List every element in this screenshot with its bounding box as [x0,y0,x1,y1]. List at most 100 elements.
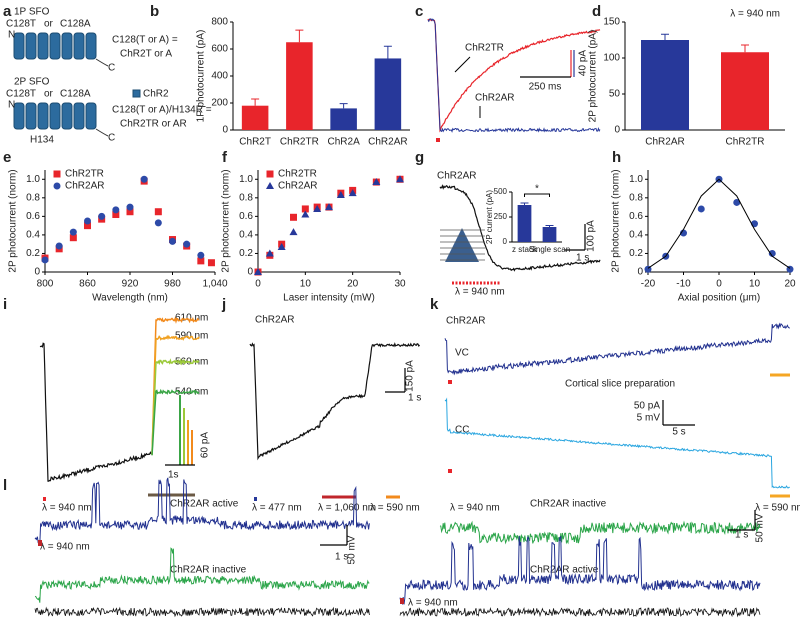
error-bar [295,29,304,43]
stim-marker [448,469,452,473]
y-tick-label: 0.4 [239,230,253,241]
point [348,189,357,197]
bar [517,205,532,242]
trace [399,606,761,618]
trace [427,18,601,133]
legend-label: ChR2AR [65,181,104,192]
x-tick-label: 20 [347,279,359,290]
label: ChR2AR [475,93,514,104]
bar [286,42,313,130]
point [207,259,215,267]
y-axis-label: 2P photocurrent (pA) [588,30,599,123]
label: 100 pA [586,220,597,252]
point [265,249,274,257]
x-tick-label: ChR2AR [368,137,407,148]
significance-bracket [524,193,550,197]
label: λ = 940 nm [455,287,505,298]
y-axis-label: 2P photocurrent (norm) [611,169,622,272]
annotation: * [535,184,539,195]
bar [721,52,769,130]
legend-marker [266,170,274,178]
label: 150 pA [405,360,416,392]
point [277,242,286,250]
y-tick-label: 50 [609,89,621,100]
trace [249,342,421,461]
point [733,198,741,206]
point [112,206,120,214]
panel-letter: l [3,477,7,494]
stim-marker [436,138,440,142]
point [126,208,134,216]
label: ChR2 [143,89,169,100]
point [197,257,205,265]
y-tick-label: 0 [503,237,508,246]
panel-letter: k [430,296,439,313]
x-axis-label: Axial position (μm) [678,293,760,304]
label: CC [455,425,469,436]
x-tick-label: 20 [784,279,796,290]
panel-letter: a [3,3,12,20]
bar [330,108,357,130]
label: 1P SFO [14,7,50,18]
x-axis-label: Wavelength (nm) [92,293,168,304]
y-tick-label: 500 [494,187,508,196]
point [697,205,705,213]
legend-marker [53,170,61,178]
x-tick-label: 0 [255,279,261,290]
point [126,203,134,211]
x-tick-label: 860 [79,279,96,290]
y-tick-label: 200 [211,98,228,109]
chart: 0 0.2 0.4 0.6 0.8 1.0 2P photocurrent (norm) 0 1… [221,169,406,304]
legend-label: ChR2TR [278,169,317,180]
x-tick-label: -10 [676,279,691,290]
label: 1 s [576,253,589,264]
y-tick-label: 0 [222,125,228,136]
label: C128A [60,19,91,30]
y-tick-label: 150 [603,17,620,28]
trace [427,18,601,133]
bar [542,227,557,242]
x-tick-label: 980 [164,279,181,290]
label: 40 pA [578,50,589,76]
point [254,268,262,275]
x-tick-label: ChR2A [328,137,361,148]
panel-letter: d [592,3,601,20]
y-tick-label: 0.4 [629,230,643,241]
x-tick-label: ChR2TR [280,137,319,148]
point [372,178,381,186]
channel-schematic [13,32,141,130]
panel-letter: b [150,3,159,20]
x-tick-label: 10 [300,279,312,290]
error-bar [661,33,669,40]
label: or [44,89,54,100]
y-tick-label: 0.2 [239,248,253,259]
legend-label: ChR2AR [278,181,317,192]
label: 1 s [735,530,748,541]
trace [151,334,200,455]
x-tick-label: 0 [716,279,722,290]
label: ChR2AR active [530,565,599,576]
point [69,228,77,236]
y-tick-label: 0.2 [629,248,643,259]
y-tick-label: 0.6 [629,211,643,222]
y-tick-label: 0.8 [629,192,643,203]
label: VC [455,348,469,359]
label: 250 ms [529,82,562,93]
scan-stack [445,228,479,262]
y-axis-label: 1P photocurrent (pA) [196,30,207,123]
chart: 0 50 100 150 2P photocurrent (pA) ChR2AR ChR2T… [588,9,785,148]
panel-letter: e [3,149,11,166]
label: 1s [168,470,179,481]
label: λ = 477 nm [252,503,302,514]
trace [151,358,200,455]
y-tick-label: 0.2 [26,248,40,259]
y-tick-label: 400 [211,71,228,82]
label: ChR2TR [465,43,504,54]
x-tick-label: z stack [512,245,538,254]
error-bar [520,202,529,205]
trace [34,547,370,603]
label: 560 nm [175,357,208,368]
label: 50 mV [347,535,358,564]
trace [34,606,370,618]
